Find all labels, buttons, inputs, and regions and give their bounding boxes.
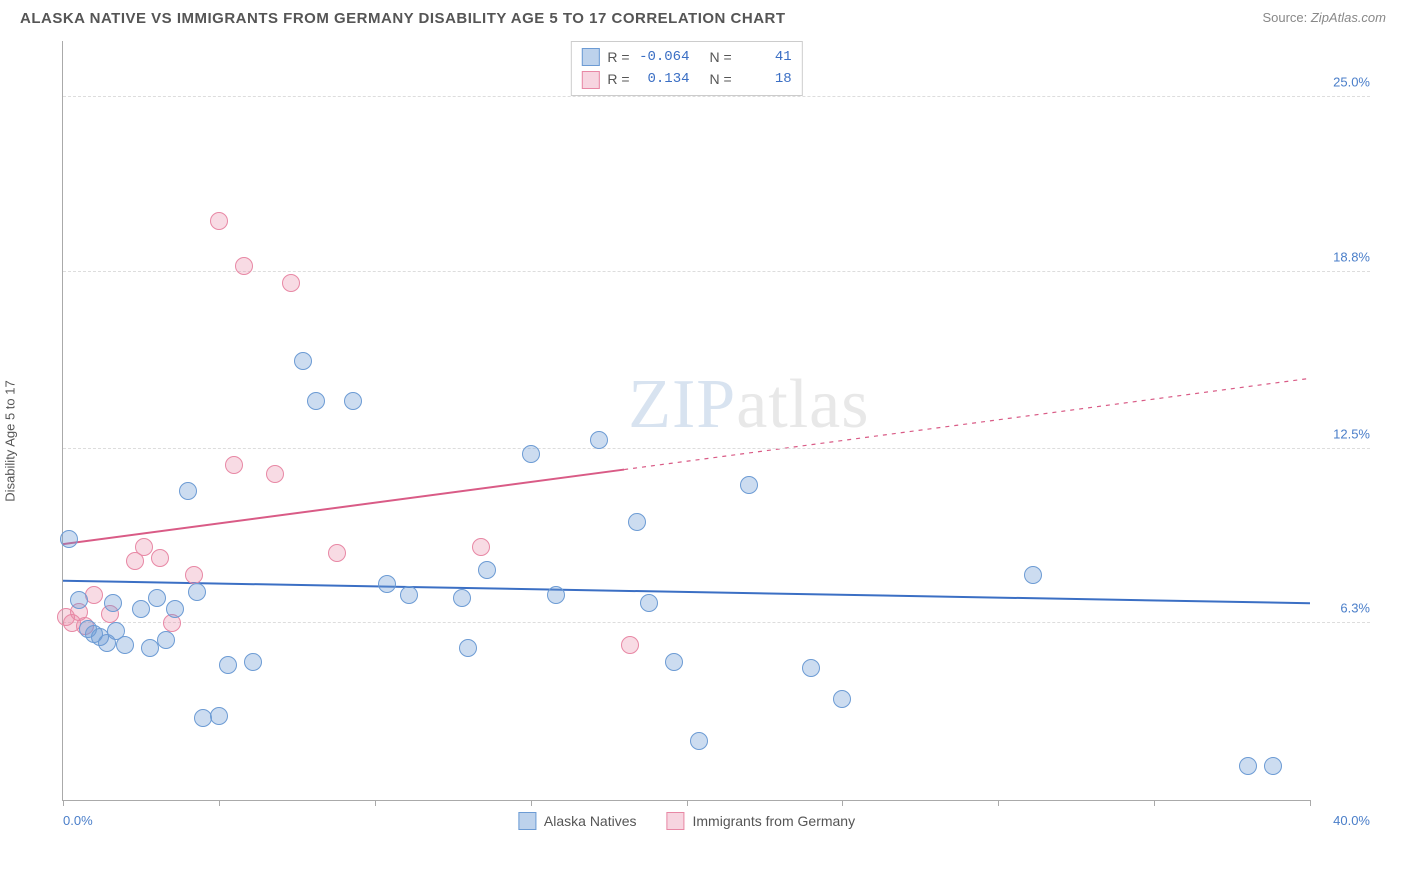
data-point (833, 690, 851, 708)
data-point (219, 656, 237, 674)
x-tick (687, 800, 688, 806)
data-point (328, 544, 346, 562)
data-point (235, 257, 253, 275)
data-point (244, 653, 262, 671)
data-point (547, 586, 565, 604)
data-point (453, 589, 471, 607)
data-point (665, 653, 683, 671)
y-tick-label: 25.0% (1315, 75, 1370, 90)
x-tick (63, 800, 64, 806)
correlation-chart: Disability Age 5 to 17 ZIPatlas R = -0.0… (20, 31, 1380, 851)
data-point (210, 212, 228, 230)
data-point (740, 476, 758, 494)
legend-swatch (518, 812, 536, 830)
x-axis-max: 40.0% (1333, 813, 1370, 828)
data-point (225, 456, 243, 474)
x-tick (1154, 800, 1155, 806)
legend-swatch (667, 812, 685, 830)
gridline (63, 271, 1370, 272)
x-tick (375, 800, 376, 806)
y-axis-label: Disability Age 5 to 17 (3, 380, 18, 501)
data-point (294, 352, 312, 370)
x-tick (998, 800, 999, 806)
watermark: ZIPatlas (628, 365, 869, 445)
x-axis-min: 0.0% (63, 813, 93, 828)
data-point (185, 566, 203, 584)
data-point (522, 445, 540, 463)
data-point (148, 589, 166, 607)
x-tick (1310, 800, 1311, 806)
data-point (628, 513, 646, 531)
data-point (344, 392, 362, 410)
data-point (378, 575, 396, 593)
stats-legend: R = -0.064N = 41R = 0.134N = 18 (570, 41, 802, 96)
data-point (307, 392, 325, 410)
x-tick (219, 800, 220, 806)
gridline (63, 622, 1370, 623)
plot-area: ZIPatlas R = -0.064N = 41R = 0.134N = 18… (62, 41, 1310, 801)
legend-swatch (581, 71, 599, 89)
data-point (802, 659, 820, 677)
data-point (472, 538, 490, 556)
data-point (210, 707, 228, 725)
data-point (60, 530, 78, 548)
data-point (151, 549, 169, 567)
data-point (640, 594, 658, 612)
data-point (85, 586, 103, 604)
series-legend-item: Alaska Natives (518, 812, 637, 830)
data-point (157, 631, 175, 649)
y-tick-label: 18.8% (1315, 249, 1370, 264)
data-point (690, 732, 708, 750)
source-attribution: Source: ZipAtlas.com (1262, 10, 1386, 25)
data-point (282, 274, 300, 292)
data-point (85, 625, 103, 643)
data-point (135, 538, 153, 556)
data-point (166, 600, 184, 618)
data-point (70, 591, 88, 609)
data-point (1024, 566, 1042, 584)
x-tick (842, 800, 843, 806)
series-legend-item: Immigrants from Germany (667, 812, 856, 830)
data-point (459, 639, 477, 657)
data-point (179, 482, 197, 500)
y-tick-label: 6.3% (1315, 600, 1370, 615)
data-point (1239, 757, 1257, 775)
legend-swatch (581, 48, 599, 66)
data-point (104, 594, 122, 612)
data-point (132, 600, 150, 618)
data-point (400, 586, 418, 604)
series-legend: Alaska Natives Immigrants from Germany (518, 812, 855, 830)
data-point (478, 561, 496, 579)
data-point (188, 583, 206, 601)
x-tick (531, 800, 532, 806)
gridline (63, 448, 1370, 449)
data-point (116, 636, 134, 654)
data-point (590, 431, 608, 449)
data-point (1264, 757, 1282, 775)
data-point (621, 636, 639, 654)
data-point (266, 465, 284, 483)
gridline (63, 96, 1370, 97)
chart-title: ALASKA NATIVE VS IMMIGRANTS FROM GERMANY… (20, 10, 786, 27)
y-tick-label: 12.5% (1315, 426, 1370, 441)
stats-legend-row: R = 0.134N = 18 (581, 68, 791, 90)
stats-legend-row: R = -0.064N = 41 (581, 46, 791, 68)
